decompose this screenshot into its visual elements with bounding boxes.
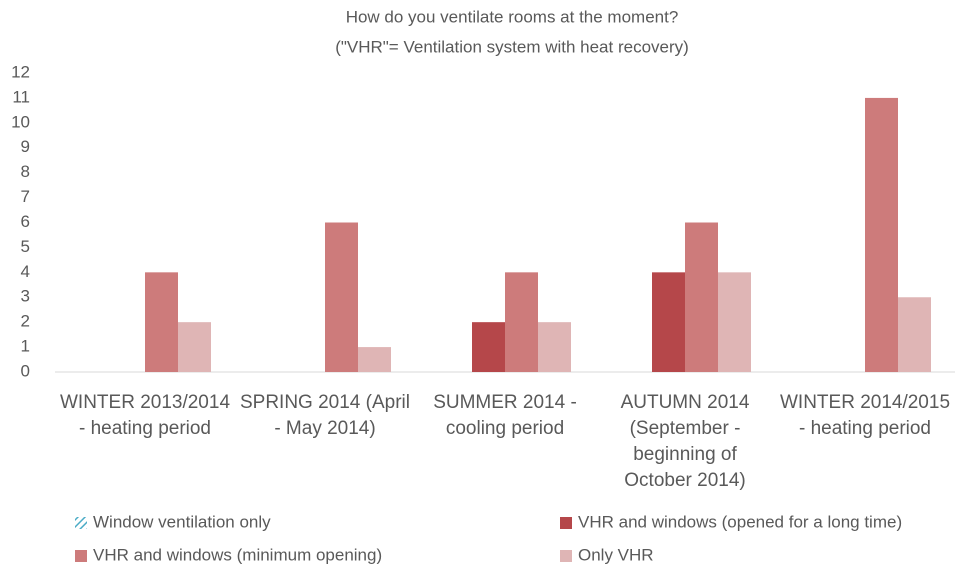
x-tick-label: SPRING 2014 (April - May 2014) (239, 392, 410, 439)
bar (472, 322, 505, 372)
bar (178, 322, 211, 372)
y-tick-label: 6 (21, 212, 30, 231)
legend-swatch (560, 550, 572, 562)
y-tick-label: 9 (21, 137, 30, 156)
legend-label: Only VHR (578, 545, 654, 564)
bar (898, 297, 931, 372)
y-tick-label: 5 (21, 237, 30, 256)
y-tick-label: 10 (11, 112, 30, 131)
y-tick-label: 7 (21, 187, 30, 206)
bar (685, 222, 718, 372)
bar (358, 347, 391, 372)
chart-title: How do you ventilate rooms at the moment… (346, 7, 679, 26)
bar (145, 272, 178, 372)
y-tick-label: 2 (21, 312, 30, 331)
legend-swatch (75, 517, 87, 529)
bar (652, 272, 685, 372)
y-tick-label: 4 (21, 262, 30, 281)
y-tick-label: 11 (12, 87, 30, 106)
x-tick-label: AUTUMN 2014 (September - beginning of Oc… (620, 392, 750, 491)
bar (865, 97, 898, 373)
bar (718, 272, 751, 372)
legend-label: VHR and windows (opened for a long time) (578, 512, 902, 531)
legend-label: VHR and windows (minimum opening) (93, 545, 382, 564)
legend-swatch (560, 517, 572, 529)
bar (538, 322, 571, 372)
bar (505, 272, 538, 372)
y-tick-label: 0 (21, 361, 30, 380)
x-tick-label: SUMMER 2014 - cooling period (433, 392, 577, 439)
legend-swatch (75, 550, 87, 562)
bar (325, 222, 358, 372)
y-tick-label: 12 (11, 62, 30, 81)
chart-subtitle: ("VHR"= Ventilation system with heat rec… (335, 37, 689, 56)
legend-label: Window ventilation only (93, 512, 271, 531)
x-tick-label: WINTER 2014/2015 - heating period (779, 392, 951, 439)
y-tick-label: 1 (21, 337, 30, 356)
y-tick-label: 3 (21, 287, 30, 306)
y-tick-label: 8 (21, 162, 30, 181)
x-tick-label: WINTER 2013/2014 - heating period (59, 392, 231, 439)
